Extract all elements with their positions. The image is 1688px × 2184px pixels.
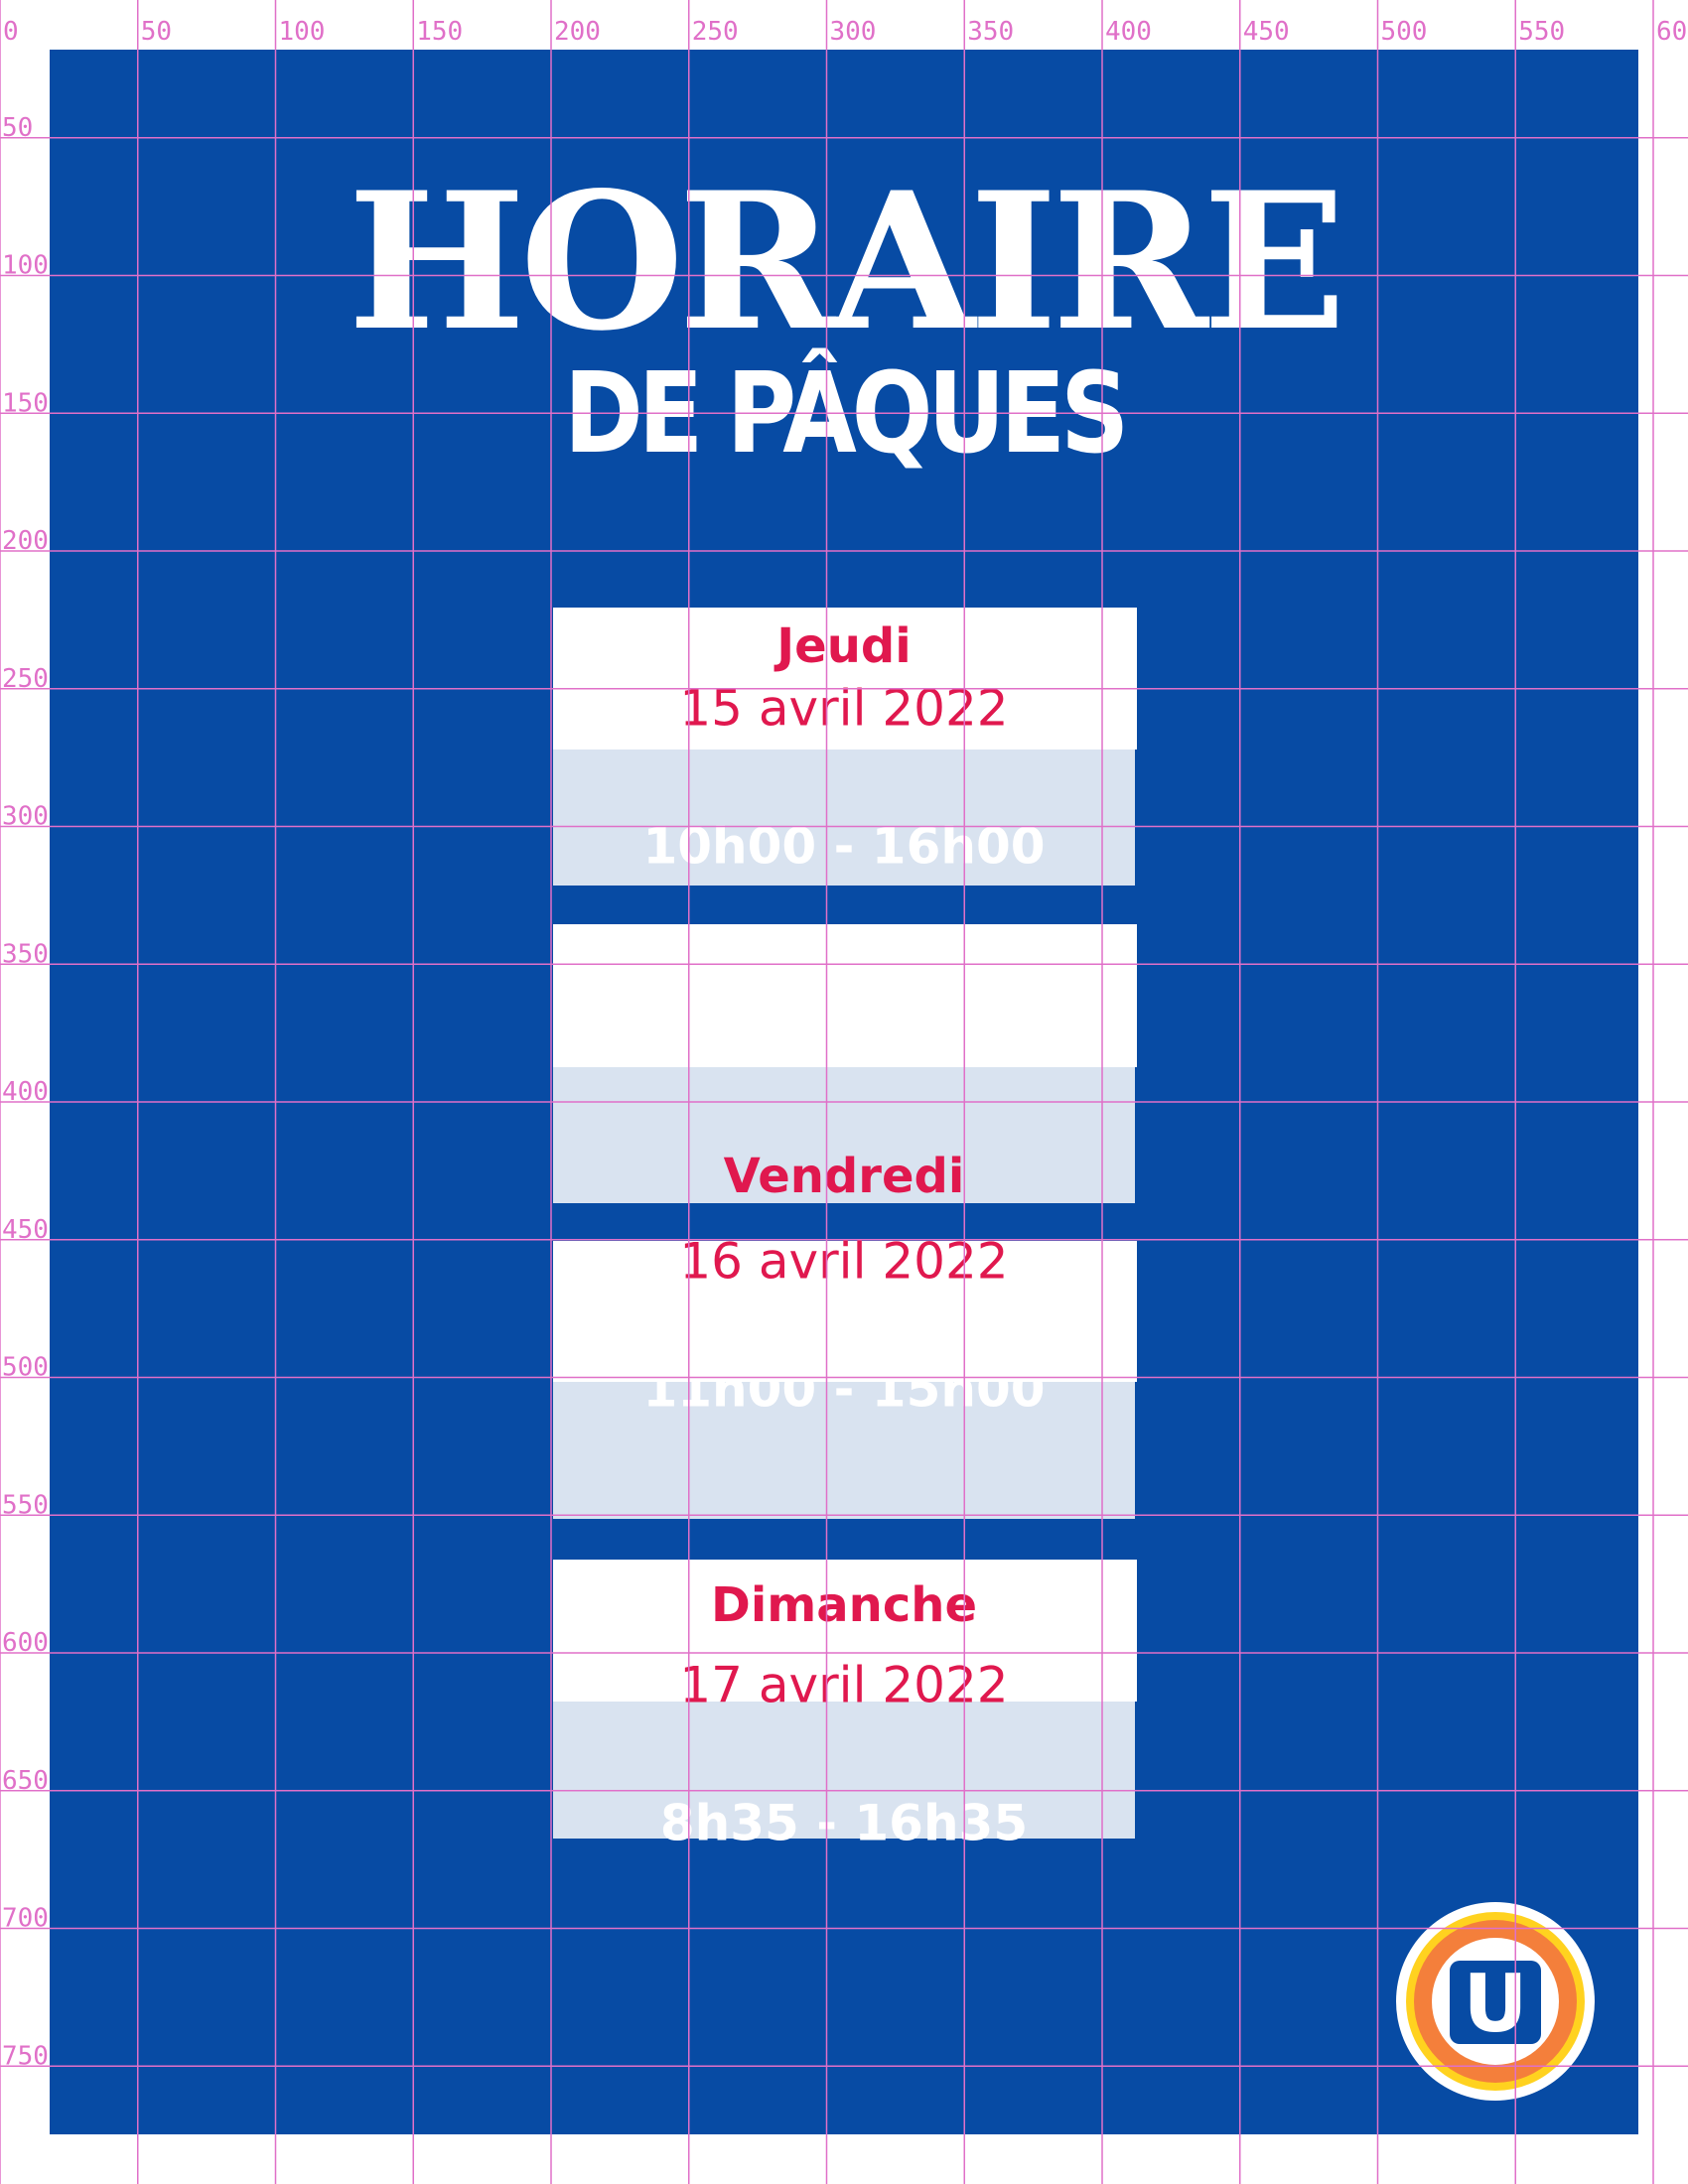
ruler-y-label: 250 (2, 664, 49, 694)
ruler-x-label: 100 (279, 17, 326, 47)
ruler-y-label: 550 (2, 1490, 49, 1520)
ruler-y-label: 350 (2, 939, 49, 969)
date: 16 avril 2022 (679, 1233, 1008, 1291)
ruler-x-label: 500 (1381, 17, 1428, 47)
box-white (553, 924, 1137, 1067)
ruler-y-label: 50 (2, 113, 33, 143)
ruler-x-label: 50 (141, 17, 172, 47)
ruler-y-label: 750 (2, 2041, 49, 2071)
box-white (553, 1241, 1137, 1382)
ruler-y-label: 400 (2, 1077, 49, 1107)
title: HORAIRE (348, 151, 1340, 372)
hours: 11h00 - 15h00 (642, 1361, 1045, 1419)
box-light (553, 750, 1135, 886)
ruler-y-label: 150 (2, 388, 49, 418)
hours: 8h35 - 16h35 (660, 1795, 1028, 1852)
logo-letter: U (1464, 1958, 1528, 2050)
ruler-y-label: 100 (2, 251, 49, 281)
date: 17 avril 2022 (679, 1657, 1008, 1714)
ruler-y-label: 500 (2, 1353, 49, 1383)
schedule-boxes (553, 608, 1137, 1839)
ruler-y-label: 600 (2, 1628, 49, 1658)
ruler-y-label: 650 (2, 1766, 49, 1796)
ruler-x-label: 0 (3, 17, 19, 47)
day: Vendredi (724, 1149, 965, 1204)
ruler-x-label: 150 (416, 17, 463, 47)
box-light (553, 1382, 1135, 1519)
ruler-x-label: 350 (967, 17, 1014, 47)
ruler-y-label: 450 (2, 1215, 49, 1245)
ruler-x-label: 450 (1243, 17, 1290, 47)
box-light (553, 1067, 1135, 1203)
box-light (553, 1702, 1135, 1839)
box-white (553, 1560, 1137, 1702)
day: Jeudi (774, 618, 911, 674)
ruler-y-label: 300 (2, 802, 49, 832)
day: Dimanche (711, 1577, 977, 1633)
logo-block (1450, 1961, 1541, 2044)
ruler-x-label: 300 (830, 17, 877, 47)
ruler-x-label: 250 (692, 17, 739, 47)
ruler-x-label: 600 (1656, 17, 1688, 47)
ruler-x-label: 400 (1105, 17, 1152, 47)
logo: U (1396, 1902, 1595, 2101)
box-white (553, 608, 1137, 750)
ruler-x-label: 200 (554, 17, 601, 47)
ruler-y-label: 200 (2, 526, 49, 556)
ruler-x-label: 550 (1518, 17, 1565, 47)
ruler-y-label: 700 (2, 1904, 49, 1934)
